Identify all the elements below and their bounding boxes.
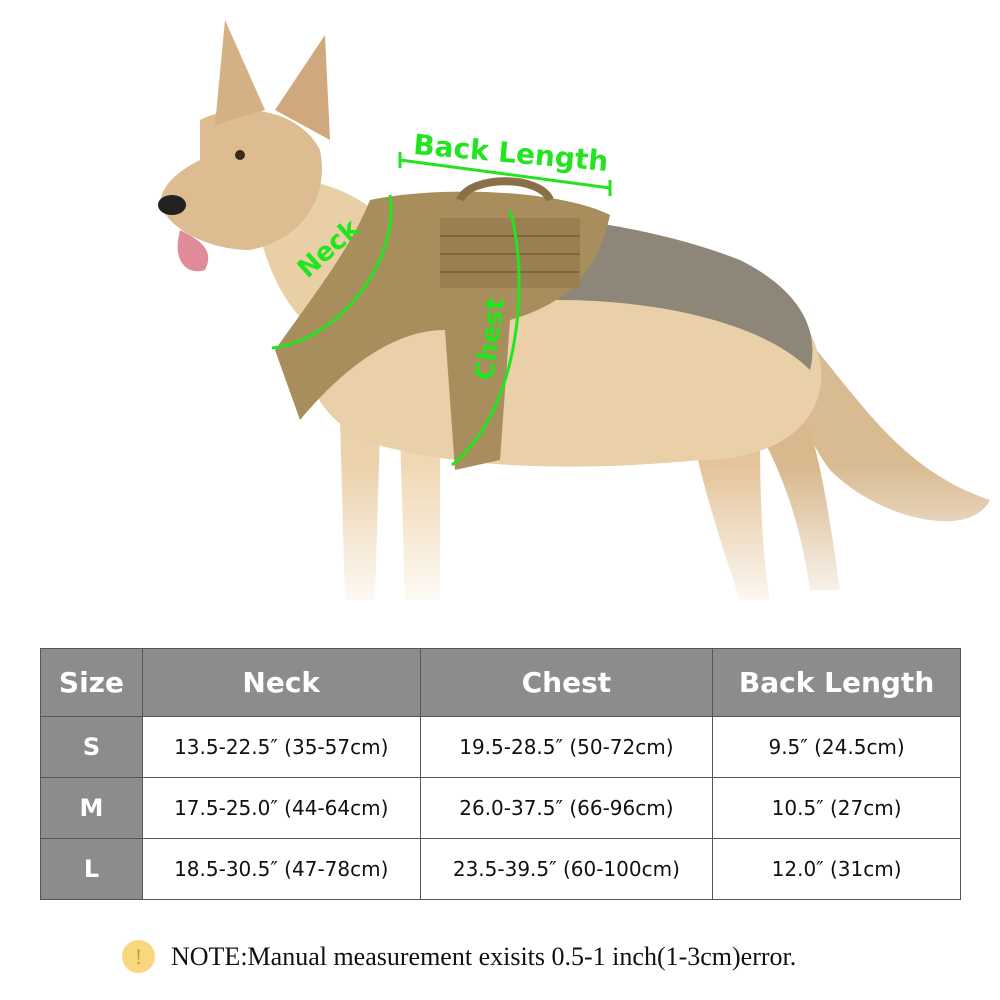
- chest-cell: 23.5-39.5″ (60-100cm): [419, 838, 714, 900]
- size-chart-table: Size Neck Chest Back Length S 13.5-22.5″…: [40, 648, 961, 900]
- table-row: L 18.5-30.5″ (47-78cm) 23.5-39.5″ (60-10…: [40, 838, 961, 900]
- neck-cell: 17.5-25.0″ (44-64cm): [141, 777, 421, 839]
- table-row: S 13.5-22.5″ (35-57cm) 19.5-28.5″ (50-72…: [40, 716, 961, 778]
- size-cell: S: [40, 716, 143, 778]
- size-cell: L: [40, 838, 143, 900]
- table-row: M 17.5-25.0″ (44-64cm) 26.0-37.5″ (66-96…: [40, 777, 961, 839]
- header-back-length: Back Length: [712, 648, 961, 717]
- header-size: Size: [40, 648, 143, 717]
- measurement-note: ! NOTE:Manual measurement exisits 0.5-1 …: [122, 940, 796, 973]
- table-header-row: Size Neck Chest Back Length: [40, 648, 961, 717]
- exclamation-icon: !: [122, 940, 155, 973]
- header-neck: Neck: [141, 648, 421, 717]
- neck-cell: 13.5-22.5″ (35-57cm): [141, 716, 421, 778]
- chest-cell: 26.0-37.5″ (66-96cm): [419, 777, 714, 839]
- size-cell: M: [40, 777, 143, 839]
- note-text: NOTE:Manual measurement exisits 0.5-1 in…: [171, 941, 797, 971]
- back-length-cell: 10.5″ (27cm): [712, 777, 961, 839]
- chest-cell: 19.5-28.5″ (50-72cm): [419, 716, 714, 778]
- back-length-cell: 9.5″ (24.5cm): [712, 716, 961, 778]
- back-length-cell: 12.0″ (31cm): [712, 838, 961, 900]
- dog-harness-photo: [0, 0, 1000, 620]
- neck-cell: 18.5-30.5″ (47-78cm): [141, 838, 421, 900]
- header-chest: Chest: [419, 648, 714, 717]
